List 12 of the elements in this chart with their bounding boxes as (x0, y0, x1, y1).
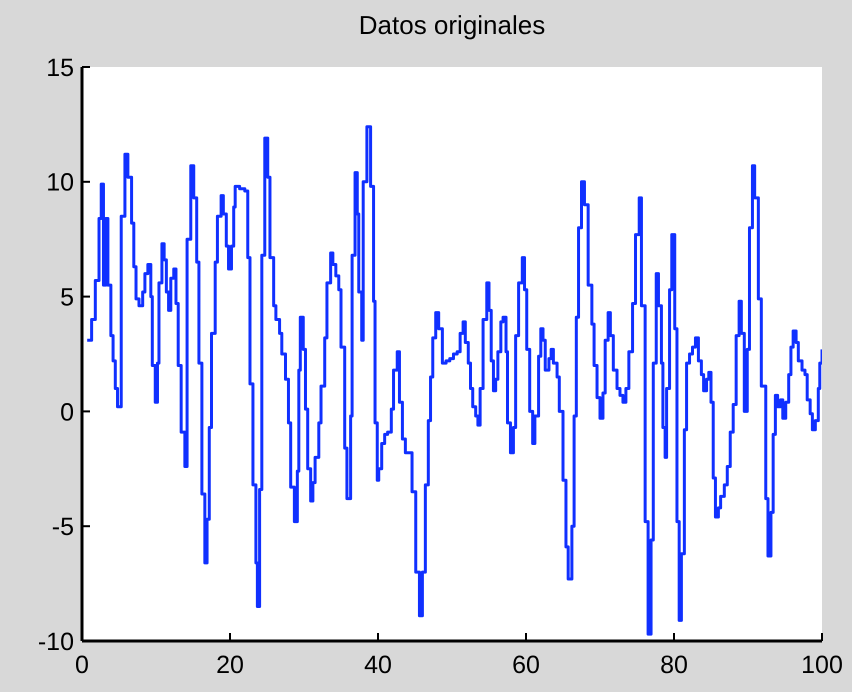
chart-title: Datos originales (358, 10, 546, 41)
x-tick-label: 40 (364, 650, 392, 679)
y-tick-label: 15 (46, 54, 74, 82)
y-tick-label: -5 (52, 513, 74, 542)
x-tick-label: 60 (512, 650, 540, 679)
y-tick-label: 10 (46, 168, 74, 197)
x-tick-label: 20 (216, 650, 244, 679)
y-tick-label: 5 (60, 283, 74, 312)
y-tick-label: 0 (60, 398, 74, 426)
x-tick-label: 80 (660, 650, 688, 679)
x-tick-label: 100 (801, 650, 843, 679)
y-tick-label: -10 (38, 628, 74, 656)
